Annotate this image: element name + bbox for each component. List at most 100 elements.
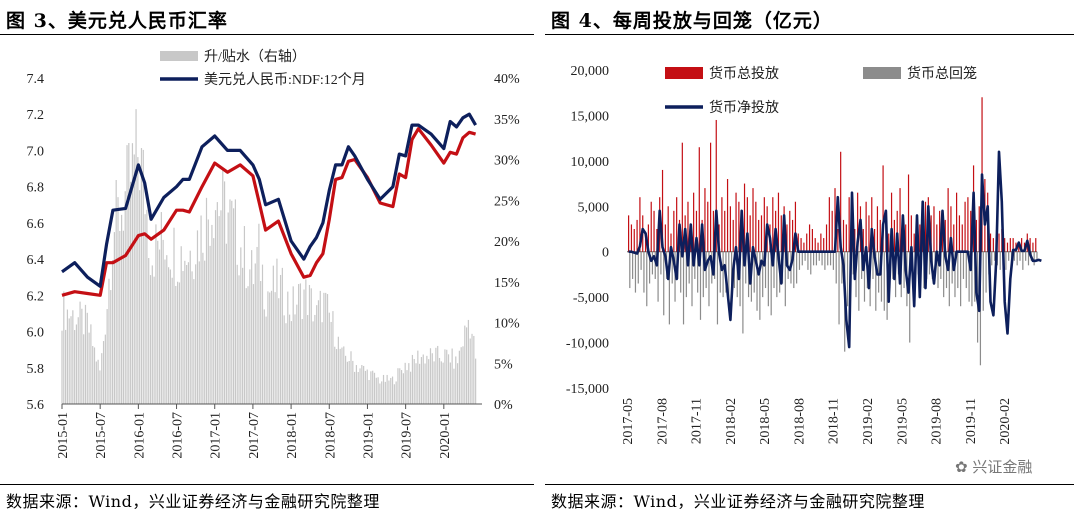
spread-bar bbox=[471, 333, 473, 404]
withdrawal-bar bbox=[812, 251, 815, 266]
injection-bar bbox=[676, 197, 678, 252]
legend-injection-swatch bbox=[665, 67, 703, 79]
spread-bar bbox=[182, 271, 184, 404]
withdrawal-bar bbox=[872, 251, 874, 279]
spread-bar bbox=[453, 368, 455, 404]
spread-bar bbox=[357, 372, 359, 404]
x-tick-label: 2018-07 bbox=[323, 412, 338, 459]
spread-bar bbox=[101, 353, 103, 404]
spread-bar bbox=[196, 230, 199, 404]
ndf-12m-line bbox=[61, 112, 477, 288]
injection-bar bbox=[647, 224, 649, 252]
withdrawal-bar bbox=[629, 251, 631, 289]
spread-bar bbox=[390, 377, 392, 404]
spread-bar bbox=[449, 362, 451, 404]
spread-bar bbox=[74, 330, 76, 404]
x-tick-label: 2019-08 bbox=[930, 398, 945, 445]
spread-bar bbox=[158, 249, 161, 404]
injection-bar bbox=[874, 229, 876, 252]
y-tick-label: 0 bbox=[602, 246, 609, 261]
spread-bar bbox=[207, 219, 209, 404]
spread-bar bbox=[446, 349, 448, 404]
spread-bar bbox=[187, 262, 190, 404]
x-tick-label: 2019-07 bbox=[400, 412, 415, 459]
injection-bar bbox=[698, 147, 700, 252]
legend-spread-swatch bbox=[160, 51, 198, 61]
withdrawal-bar bbox=[832, 251, 834, 270]
spread-bar bbox=[462, 346, 464, 404]
injection-bar bbox=[726, 179, 729, 252]
spread-bar bbox=[386, 374, 388, 404]
spread-bar bbox=[225, 243, 227, 404]
withdrawal-bar bbox=[880, 251, 883, 302]
spread-bar bbox=[323, 292, 325, 404]
injection-bar bbox=[862, 229, 864, 252]
injection-bar bbox=[907, 174, 910, 252]
x-tick-label: 2017-01 bbox=[209, 412, 224, 459]
spread-bar bbox=[265, 316, 267, 404]
injection-bar bbox=[1018, 242, 1020, 252]
injection-bar bbox=[732, 219, 734, 252]
spread-bar bbox=[84, 304, 87, 404]
withdrawal-bar bbox=[640, 251, 642, 270]
spread-bar bbox=[63, 291, 65, 404]
withdrawal-bar bbox=[1008, 251, 1010, 261]
injection-bar bbox=[777, 192, 780, 252]
withdrawal-bar bbox=[767, 251, 769, 307]
y-right-tick-label: 0% bbox=[494, 398, 513, 413]
spread-bar bbox=[319, 290, 321, 404]
withdrawal-bar bbox=[1005, 251, 1007, 270]
injection-bar bbox=[639, 197, 641, 252]
spread-bar bbox=[61, 330, 63, 404]
spread-bar bbox=[469, 338, 471, 404]
injection-bar bbox=[828, 197, 830, 252]
spread-bar bbox=[382, 374, 385, 404]
withdrawal-bar bbox=[688, 251, 690, 284]
spread-bar bbox=[148, 257, 150, 404]
spread-bar bbox=[211, 224, 213, 404]
injection-bar bbox=[1004, 238, 1006, 252]
injection-bar bbox=[715, 119, 717, 252]
injection-bar bbox=[661, 169, 664, 252]
injection-bar bbox=[786, 224, 788, 252]
spread-bar bbox=[142, 149, 144, 404]
left-figure-title: 图 3、美元兑人民币汇率 bbox=[6, 10, 228, 32]
withdrawal-bar bbox=[846, 251, 849, 307]
spread-bar bbox=[417, 350, 419, 404]
withdrawal-bar bbox=[776, 251, 778, 298]
weekly-liquidity-chart: 20,000 15,000 10,000 5,000 0 -5,000 -10,000 -15… bbox=[566, 64, 1042, 445]
injection-bar bbox=[653, 210, 655, 252]
withdrawal-bar bbox=[838, 251, 840, 325]
spread-bar bbox=[288, 314, 291, 404]
withdrawal-bar bbox=[1033, 251, 1035, 266]
injection-bar bbox=[1009, 238, 1011, 252]
injection-bar bbox=[953, 224, 955, 252]
spread-bar bbox=[451, 348, 453, 404]
y-left-tick-label: 5.8 bbox=[27, 362, 45, 377]
withdrawal-bar bbox=[991, 251, 993, 266]
injection-bar bbox=[910, 215, 912, 252]
withdrawal-bar bbox=[818, 251, 820, 261]
injection-bar bbox=[899, 188, 901, 252]
spread-bar bbox=[258, 223, 260, 404]
injection-bar bbox=[871, 197, 873, 252]
injection-bar bbox=[644, 233, 647, 252]
spread-bar bbox=[466, 327, 468, 404]
injection-bar bbox=[693, 192, 695, 252]
spread-bar bbox=[299, 283, 302, 404]
spread-bar bbox=[68, 318, 70, 404]
withdrawal-bar bbox=[793, 251, 795, 289]
spread-bar bbox=[377, 377, 379, 404]
injection-bar bbox=[825, 224, 828, 252]
spread-bar bbox=[354, 371, 356, 404]
injection-bar bbox=[1021, 238, 1023, 252]
spread-bar bbox=[135, 109, 137, 404]
spread-bar bbox=[218, 216, 220, 404]
left-source-note: 数据来源：Wind，兴业证券经济与金融研究院整理 bbox=[6, 492, 380, 511]
x-tick-label: 2017-07 bbox=[247, 412, 262, 459]
spread-bar bbox=[83, 334, 85, 404]
spread-bar bbox=[205, 197, 208, 404]
wechat-watermark: ✿ 兴证金融 bbox=[955, 456, 1032, 477]
spread-bar bbox=[361, 365, 363, 404]
withdrawal-bar bbox=[985, 251, 987, 293]
